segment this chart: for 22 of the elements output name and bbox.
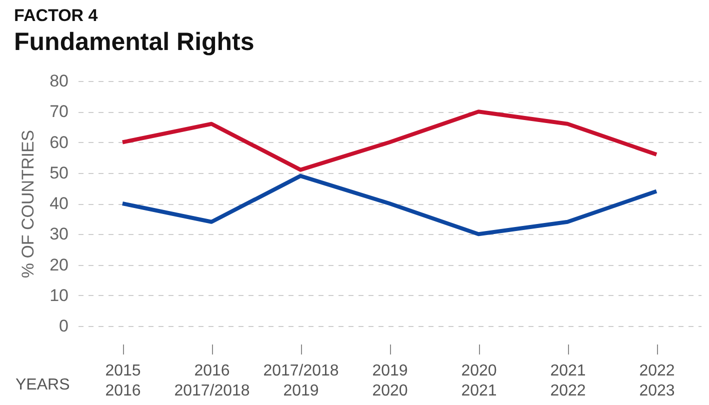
x-tick-label: 2019 2020: [372, 362, 408, 400]
x-tick-label: 2016 2017/2018: [174, 362, 250, 400]
x-tick-label: 2017/2018 2019: [263, 362, 339, 400]
y-tick-label: 50: [50, 163, 68, 182]
x-tick-label: 2021 2022: [550, 362, 586, 400]
y-tick-label: 60: [50, 132, 68, 152]
chart-title: Fundamental Rights: [14, 28, 254, 57]
line-series: [120, 110, 658, 172]
y-tick-label: 80: [50, 72, 68, 90]
y-tick-label: 0: [59, 316, 68, 336]
y-tick-label: 20: [50, 255, 68, 274]
x-tick-label: 2020 2021: [461, 362, 497, 400]
y-axis-title: % OF COUNTRIES: [18, 130, 38, 278]
x-axis-title: YEARS: [16, 376, 70, 394]
y-tick-label: 10: [50, 286, 68, 305]
chart-subtitle: FACTOR 4: [14, 6, 98, 26]
x-tick-label: 2022 2023: [639, 362, 675, 400]
y-tick-label: 40: [50, 194, 68, 213]
y-tick-label: 70: [50, 102, 68, 122]
y-tick-label: 30: [50, 224, 68, 244]
x-tick-label: 2015 2016: [105, 362, 141, 400]
line-series: [120, 174, 658, 236]
